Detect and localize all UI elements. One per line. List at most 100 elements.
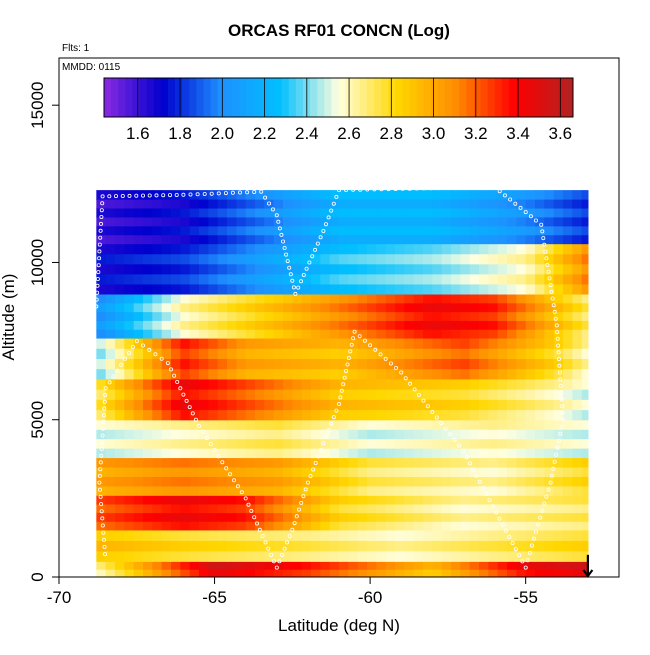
heatmap-cell: [208, 199, 219, 209]
heatmap-cell: [255, 409, 265, 421]
flight-track-point: [400, 186, 405, 191]
heatmap-cell: [404, 540, 415, 552]
heatmap-cell: [171, 399, 181, 411]
colorbar-swatch: [111, 78, 119, 117]
heatmap-cell: [115, 273, 125, 285]
heatmap-cell: [320, 409, 331, 421]
heatmap-cell: [208, 302, 219, 313]
heatmap-cell: [451, 409, 461, 421]
heatmap-cell: [339, 495, 349, 505]
flight-track-point: [100, 194, 105, 199]
heatmap-cell: [581, 503, 589, 514]
heatmap-cell: [189, 485, 200, 496]
heatmap-cell: [180, 311, 191, 321]
heatmap-cell: [105, 466, 116, 477]
heatmap-cell: [180, 320, 191, 330]
heatmap-cell: [404, 216, 415, 227]
flight-track-point: [318, 235, 323, 240]
heatmap-cell: [255, 438, 265, 449]
heatmap-cell: [367, 320, 377, 330]
heatmap-cell: [385, 512, 396, 522]
flight-track-point: [316, 454, 321, 459]
flight-track-point: [435, 186, 440, 191]
heatmap-cell: [171, 337, 181, 349]
flight-track-point: [147, 347, 152, 352]
heatmap-cell: [199, 190, 209, 200]
heatmap-cell: [451, 466, 461, 477]
heatmap-cell: [451, 457, 461, 468]
heatmap-cell: [441, 521, 452, 531]
flight-track-point: [536, 522, 541, 527]
heatmap-cell: [245, 389, 256, 400]
colorbar-tick-label: 2.8: [379, 124, 403, 143]
flight-track-point: [184, 398, 189, 403]
heatmap-cell: [441, 358, 452, 370]
heatmap-cell: [469, 368, 480, 380]
flight-track-point: [100, 433, 105, 438]
flight-track-point: [263, 195, 268, 200]
heatmap-cell: [264, 273, 275, 285]
flight-track-point: [312, 247, 317, 252]
heatmap-cell: [339, 540, 349, 552]
heatmap-cell: [236, 378, 247, 390]
heatmap-cell: [255, 190, 265, 200]
heatmap-cell: [469, 320, 480, 330]
heatmap-cell: [535, 234, 545, 245]
heatmap-cell: [273, 207, 284, 218]
heatmap-cell: [572, 337, 583, 349]
heatmap-cell: [525, 438, 536, 449]
flight-track-point: [274, 565, 279, 570]
heatmap-cell: [292, 337, 303, 349]
heatmap-cell: [311, 311, 321, 321]
heatmap-cell: [143, 207, 153, 218]
heatmap-cell: [413, 243, 424, 255]
heatmap-cell: [320, 320, 331, 330]
heatmap-cell: [255, 337, 265, 349]
heatmap-cell: [264, 429, 275, 440]
colorbar-swatch: [210, 78, 219, 117]
heatmap-cell: [283, 409, 293, 421]
heatmap-cell: [161, 225, 172, 236]
heatmap-cell: [348, 329, 359, 339]
heatmap-cell: [395, 199, 405, 209]
colorbar-swatch: [374, 78, 382, 117]
heatmap-cell: [171, 302, 181, 313]
heatmap-cell: [339, 457, 349, 468]
flight-track-point: [101, 426, 106, 431]
heatmap-cell: [311, 337, 321, 349]
heatmap-cell: [245, 495, 256, 505]
heatmap-cell: [451, 368, 461, 380]
heatmap-cell: [404, 512, 415, 522]
heatmap-cell: [441, 466, 452, 477]
heatmap-cell: [497, 409, 508, 421]
heatmap-cell: [497, 389, 508, 400]
heatmap-cell: [376, 503, 387, 514]
heatmap-cell: [348, 199, 359, 209]
heatmap-cell: [245, 207, 256, 218]
flight-track-point: [282, 546, 287, 551]
heatmap-cell: [236, 457, 247, 468]
heatmap-cell: [152, 283, 163, 295]
heatmap-cell: [264, 521, 275, 531]
heatmap-cell: [404, 207, 415, 218]
heatmap-cell: [404, 429, 415, 440]
heatmap-cell: [227, 495, 237, 505]
heatmap-cell: [507, 253, 517, 265]
heatmap-cell: [544, 409, 555, 421]
heatmap-cell: [189, 329, 200, 339]
heatmap-cell: [357, 190, 368, 200]
flight-track-point: [321, 441, 326, 446]
heatmap-cell: [385, 302, 396, 313]
flight-track-point: [556, 350, 561, 355]
heatmap-cell: [563, 358, 573, 370]
heatmap-cell: [264, 311, 275, 321]
heatmap-cell: [292, 503, 303, 514]
flight-track-point: [98, 460, 103, 465]
heatmap-cell: [553, 190, 564, 200]
heatmap-cell: [143, 495, 153, 505]
heatmap-cell: [544, 569, 555, 577]
heatmap-cell: [264, 540, 275, 552]
flight-track-point: [270, 207, 275, 212]
heatmap-cell: [161, 311, 172, 321]
